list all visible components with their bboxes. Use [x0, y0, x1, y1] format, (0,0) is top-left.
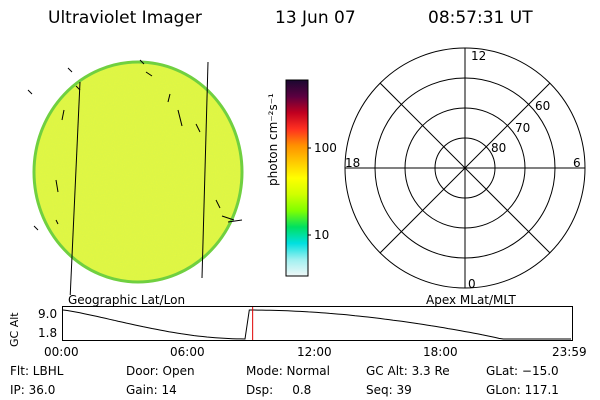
filter-info: Flt: LBHL: [10, 364, 64, 378]
orbit-altitude-plot: [62, 306, 573, 341]
mlt-label-18: 18: [345, 156, 360, 170]
mlt-diagonal-2: [379, 82, 551, 254]
mlat-label-60: 60: [535, 99, 550, 113]
orbit-plot-frame: [62, 306, 573, 341]
longitude-line-right: [201, 61, 209, 279]
orbit-x-label-0: 00:00: [44, 345, 79, 359]
coastline-fragments: [27, 59, 243, 231]
mlat-label-80: 80: [491, 141, 506, 155]
colorbar: [285, 79, 311, 277]
time-label: 08:57:31 UT: [428, 8, 533, 28]
colorbar-label-10: 10: [314, 228, 330, 242]
geographic-uv-image: [27, 59, 244, 295]
mlt-label-12: 12: [471, 49, 486, 63]
orbit-x-label-4: 23:59: [552, 345, 587, 359]
mode-info: Mode: Normal: [246, 364, 330, 378]
instrument-title: Ultraviolet Imager: [48, 8, 202, 28]
orbit-y-min-label: 1.8: [38, 326, 58, 340]
date-label: 13 Jun 07: [275, 8, 356, 28]
longitude-line-left: [69, 81, 81, 295]
glat-info: GLat: −15.0: [486, 364, 559, 378]
ip-info: IP: 36.0: [10, 383, 56, 397]
orbit-altitude-curve: [62, 309, 571, 340]
gc-alt-info: GC Alt: 3.3 Re: [366, 364, 450, 378]
polar-grid: 12 18 6 0 60 70 80: [344, 47, 586, 291]
geographic-label: Geographic Lat/Lon: [68, 293, 186, 307]
disk-limb: [32, 60, 244, 284]
mlat-label-70: 70: [515, 121, 530, 135]
orbit-x-label-2: 12:00: [297, 345, 332, 359]
dsp-info: Dsp: 0.8: [246, 383, 312, 397]
orbit-axis-label: GC Alt: [8, 312, 21, 347]
mlt-label-0: 0: [468, 277, 476, 291]
glon-info: GLon: 117.1: [486, 383, 559, 397]
colorbar-unit-label: photon cm⁻²s⁻¹: [266, 93, 280, 186]
seq-info: Seq: 39: [366, 383, 412, 397]
colorbar-scale: [285, 79, 309, 277]
mlt-label-6: 6: [573, 156, 581, 170]
orbit-x-label-1: 06:00: [170, 345, 205, 359]
gain-info: Gain: 14: [126, 383, 177, 397]
orbit-y-max-label: 9.0: [38, 307, 58, 321]
apex-label: Apex MLat/MLT: [426, 293, 516, 307]
door-info: Door: Open: [126, 364, 195, 378]
colorbar-label-100: 100: [314, 141, 337, 155]
orbit-x-label-3: 18:00: [423, 345, 458, 359]
